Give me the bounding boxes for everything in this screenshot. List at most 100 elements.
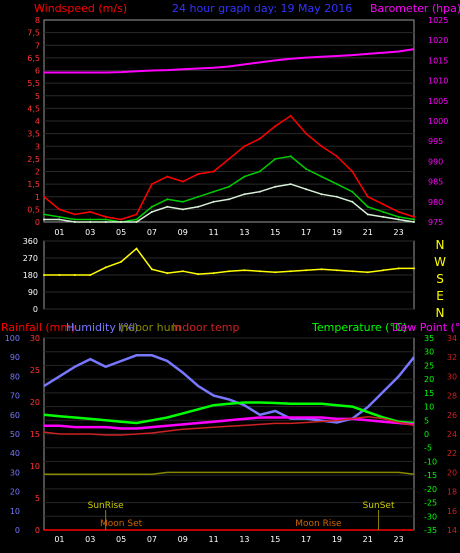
direction-point (135, 247, 138, 250)
windspeed-tick-label: 7 (35, 41, 40, 50)
gust-avg-point (228, 185, 230, 188)
rainfall-tick-label: 15 (30, 430, 40, 439)
climate-gridlines (44, 337, 414, 531)
dew-point-axis-title: Dew Point (°C) (392, 321, 460, 334)
temperature-tick-label: 20 (424, 375, 434, 384)
indoor-temp-tick-label: 32 (447, 353, 457, 362)
gust-avg-point (166, 198, 169, 201)
barometer-tick-label: 1025 (428, 16, 448, 25)
wind-avg-point (382, 215, 385, 218)
wind-avg-point (305, 188, 308, 191)
barometer-tick-label: 1005 (428, 97, 448, 106)
rainfall-tick-label: 25 (30, 366, 40, 375)
barometer-tick-label: 990 (428, 157, 443, 166)
barometer-tick-label: 1020 (428, 36, 448, 45)
gust-avg-point (150, 205, 153, 208)
windspeed-point (212, 170, 215, 173)
windspeed-point (73, 213, 76, 216)
direction-point (351, 270, 354, 273)
direction-tick-label: 0 (33, 305, 38, 314)
hour-tick-label: 03 (85, 228, 95, 237)
wind-avg-point (274, 185, 277, 188)
windspeed-tick-label: 8 (35, 16, 40, 25)
rainfall-tick-label: 20 (30, 398, 40, 407)
direction-point (104, 266, 107, 269)
rainfall-tick-label: 5 (35, 494, 40, 503)
temperature-tick-label: -30 (424, 512, 437, 521)
direction-series-group (43, 247, 415, 276)
indoor-hum-axis-title: Indoor hum (118, 321, 181, 334)
humidity-tick-label: 60 (10, 411, 20, 420)
barometer-line (44, 48, 415, 74)
direction-point (289, 270, 292, 273)
temperature-tick-label: -5 (424, 444, 432, 453)
moonset-label: Moon Set (100, 519, 143, 529)
windspeed-tick-label: 3,5 (27, 130, 40, 139)
sunset-label: SunSet (363, 501, 395, 511)
windspeed-point (335, 155, 338, 158)
gust-avg-point (335, 183, 338, 186)
gust-avg-point (258, 170, 261, 173)
temperature-tick-label: 30 (424, 348, 434, 357)
wind-avg-point (212, 200, 215, 203)
wind-avg-point (397, 218, 400, 221)
barometer-tick-label: 995 (428, 137, 443, 146)
barometer-axis: 975 980 985 990 995 1000 1005 1010 1015 1020 1025 (428, 16, 448, 227)
windspeed-point (43, 195, 45, 198)
windspeed-point (135, 213, 138, 216)
temperature-tick-label: -20 (424, 485, 437, 494)
hour-tick-label: 13 (239, 535, 249, 544)
wind-avg-point (351, 200, 354, 203)
windspeed-point (181, 180, 184, 183)
hour-tick-label: 01 (54, 535, 64, 544)
direction-tick-label: 270 (23, 254, 38, 263)
wind-avg-point (120, 221, 123, 223)
windspeed-point (320, 145, 323, 148)
gust-avg-point (274, 157, 277, 160)
barometer-tick-label: 980 (428, 198, 443, 207)
windspeed-point (104, 215, 107, 218)
direction-point (166, 272, 169, 275)
direction-point (274, 271, 277, 274)
humidity-tick-label: 80 (10, 372, 20, 381)
temperature-tick-label: 25 (424, 361, 434, 370)
windspeed-point (274, 125, 277, 128)
wind-avg-point (135, 221, 138, 223)
indoor-temp-tick-label: 20 (447, 468, 457, 477)
wind-avg-point (320, 193, 323, 196)
hour-tick-label: 05 (116, 228, 126, 237)
barometer-tick-label: 1000 (428, 117, 448, 126)
barometer-tick-label: 985 (428, 178, 443, 187)
direction-tick-label: 180 (23, 271, 38, 280)
humidity-tick-label: 90 (10, 353, 20, 362)
gust-avg-point (43, 213, 45, 216)
hour-tick-label: 19 (332, 228, 342, 237)
hour-tick-label: 23 (393, 228, 403, 237)
humidity-tick-label: 70 (10, 392, 20, 401)
hour-tick-label: 17 (301, 535, 311, 544)
gust-avg-point (135, 218, 138, 221)
indoor-temp-tick-label: 34 (447, 334, 457, 343)
indoor-temp-tick-label: 24 (447, 430, 457, 439)
windspeed-tick-label: 4 (35, 117, 40, 126)
wind-avg-point (258, 190, 261, 193)
sunrise-label: SunRise (88, 501, 125, 511)
compass-label: N (436, 238, 445, 252)
gust-avg-point (181, 200, 184, 203)
hour-tick-label: 11 (208, 228, 218, 237)
hour-tick-label: 17 (301, 228, 311, 237)
hour-tick-label: 11 (208, 535, 218, 544)
windspeed-tick-label: 5,5 (27, 79, 40, 88)
humidity-tick-label: 10 (10, 507, 20, 516)
hour-axis-top: 01 03 05 07 09 11 13 15 17 19 21 23 (54, 228, 403, 237)
temperature-axis-title: Temperature (°C) (311, 321, 407, 334)
windspeed-tick-label: 2 (35, 168, 40, 177)
windspeed-point (228, 157, 230, 160)
humidity-tick-label: 50 (10, 430, 20, 439)
wind-avg-point (73, 221, 76, 223)
wind-avg-point (228, 198, 230, 201)
windspeed-tick-label: 6,5 (27, 54, 40, 63)
direction-point (43, 274, 45, 276)
gust-avg-point (351, 190, 354, 193)
